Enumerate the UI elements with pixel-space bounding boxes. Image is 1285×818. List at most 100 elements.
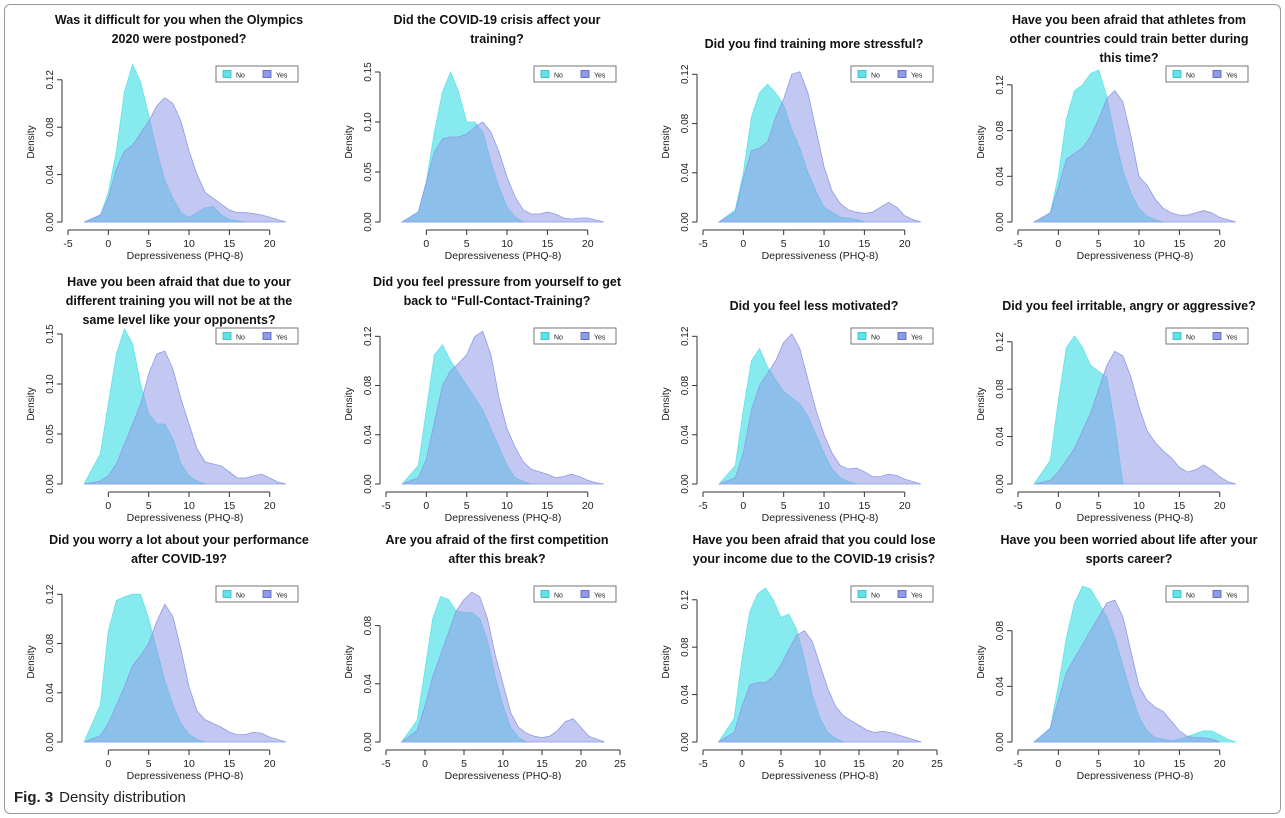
- x-axis-label: Depressiveness (PHQ-8): [127, 512, 244, 524]
- chart-panel-1: Was it difficult for you when the Olympi…: [26, 13, 303, 262]
- figure-label: Fig. 3: [14, 789, 54, 806]
- legend-label-yes: Yes: [276, 593, 288, 600]
- y-axis-label: Density: [26, 645, 37, 678]
- legend-box: [1165, 585, 1249, 603]
- chart-title-line: Have you been afraid that due to your: [67, 275, 291, 289]
- x-tick-label: 0: [423, 500, 429, 512]
- x-tick-label: 15: [1174, 758, 1186, 770]
- legend-swatch-no: [540, 332, 550, 340]
- legend-label-no: No: [1186, 593, 1195, 600]
- y-axis-label: Density: [344, 125, 355, 158]
- legend-label-yes: Yes: [594, 73, 606, 80]
- x-tick-label: -5: [1013, 500, 1022, 512]
- x-axis-label: Depressiveness (PHQ-8): [762, 512, 879, 524]
- y-axis-label: Density: [26, 387, 37, 420]
- legend-box: [850, 585, 934, 603]
- legend-swatch-no: [857, 332, 867, 340]
- density-area-yes: [400, 121, 604, 223]
- x-tick-label: 10: [497, 758, 509, 770]
- y-axis-label: Density: [26, 125, 37, 158]
- chart-title-line: Did you worry a lot about your performan…: [49, 533, 309, 547]
- legend-label-no: No: [871, 335, 880, 342]
- legend-label-yes: Yes: [911, 73, 923, 80]
- y-axis-label: Density: [344, 387, 355, 420]
- y-tick-label: 0.05: [45, 424, 56, 444]
- y-tick-label: 0.00: [363, 732, 374, 752]
- y-tick-label: 0.12: [995, 332, 1006, 352]
- y-tick-label: 0.08: [363, 375, 374, 395]
- x-tick-label: 20: [899, 500, 911, 512]
- chart-title-line: other countries could train better durin…: [1010, 32, 1249, 46]
- density-area-yes: [83, 603, 287, 743]
- density-area-yes: [1033, 599, 1220, 743]
- legend-label-yes: Yes: [594, 593, 606, 600]
- y-tick-label: 0.04: [995, 166, 1006, 186]
- x-tick-label: 20: [899, 238, 911, 250]
- x-axis-label: Depressiveness (PHQ-8): [445, 512, 562, 524]
- x-tick-label: 5: [464, 500, 470, 512]
- legend-swatch-no: [222, 332, 232, 340]
- legend-label-no: No: [1186, 73, 1195, 80]
- x-tick-label: -5: [698, 758, 707, 770]
- x-tick-label: 10: [814, 758, 826, 770]
- y-tick-label: 0.12: [45, 70, 56, 90]
- legend-swatch-yes: [897, 70, 907, 78]
- y-axis-label: Density: [976, 645, 987, 678]
- chart-title-line: after COVID-19?: [131, 552, 227, 566]
- legend-label-no: No: [554, 73, 563, 80]
- legend-label-no: No: [554, 335, 563, 342]
- x-tick-label: 0: [423, 238, 429, 250]
- x-tick-label: 15: [859, 238, 871, 250]
- legend-swatch-yes: [262, 70, 272, 78]
- legend-swatch-yes: [262, 590, 272, 598]
- y-tick-label: 0.04: [995, 426, 1006, 446]
- legend-box: [215, 327, 299, 345]
- y-tick-label: 0.04: [680, 163, 691, 183]
- y-tick-label: 0.12: [45, 584, 56, 604]
- x-axis-label: Depressiveness (PHQ-8): [127, 250, 244, 262]
- x-axis-label: Depressiveness (PHQ-8): [762, 770, 879, 780]
- y-tick-label: 0.12: [680, 590, 691, 610]
- x-tick-label: 0: [1055, 758, 1061, 770]
- legend-swatch-yes: [580, 70, 590, 78]
- x-tick-label: 20: [582, 238, 594, 250]
- x-tick-label: 5: [781, 238, 787, 250]
- legend-swatch-no: [222, 590, 232, 598]
- x-tick-label: 10: [501, 500, 513, 512]
- chart-title-line: different training you will not be at th…: [66, 294, 292, 308]
- x-tick-label: 0: [1055, 500, 1061, 512]
- x-tick-label: 5: [1096, 500, 1102, 512]
- y-tick-label: 0.04: [680, 425, 691, 445]
- legend-box: [533, 585, 617, 603]
- x-tick-label: 20: [264, 758, 276, 770]
- x-tick-label: -5: [698, 500, 707, 512]
- y-tick-label: 0.00: [680, 732, 691, 752]
- legend-label-yes: Yes: [276, 73, 288, 80]
- y-tick-label: 0.15: [363, 62, 374, 82]
- chart-title-line: training?: [470, 32, 523, 46]
- x-tick-label: 0: [740, 500, 746, 512]
- y-tick-label: 0.04: [363, 425, 374, 445]
- y-tick-label: 0.00: [363, 212, 374, 232]
- legend-swatch-yes: [897, 590, 907, 598]
- density-area-yes: [84, 350, 286, 485]
- chart-panel-7: Did you feel less motivated? 0.00 0.04 0.08…: [661, 299, 934, 524]
- legend-swatch-yes: [897, 332, 907, 340]
- chart-title-line: your income due to the COVID-19 crisis?: [693, 552, 935, 566]
- y-axis-label: Density: [661, 125, 672, 158]
- legend-swatch-yes: [1212, 332, 1222, 340]
- legend-box: [1165, 65, 1249, 83]
- density-area-yes: [400, 591, 605, 743]
- y-tick-label: 0.08: [680, 113, 691, 133]
- chart-title-line: sports career?: [1086, 552, 1173, 566]
- chart-panel-9: Did you worry a lot about your performan…: [26, 533, 309, 780]
- x-tick-label: 5: [781, 500, 787, 512]
- y-tick-label: 0.08: [363, 615, 374, 635]
- x-tick-label: -5: [1013, 758, 1022, 770]
- y-tick-label: 0.12: [680, 326, 691, 346]
- figure-caption-text: Density distribution: [59, 789, 186, 806]
- legend-label-no: No: [871, 73, 880, 80]
- x-tick-label: 15: [542, 500, 554, 512]
- x-tick-label: 10: [1133, 238, 1145, 250]
- legend-label-yes: Yes: [911, 335, 923, 342]
